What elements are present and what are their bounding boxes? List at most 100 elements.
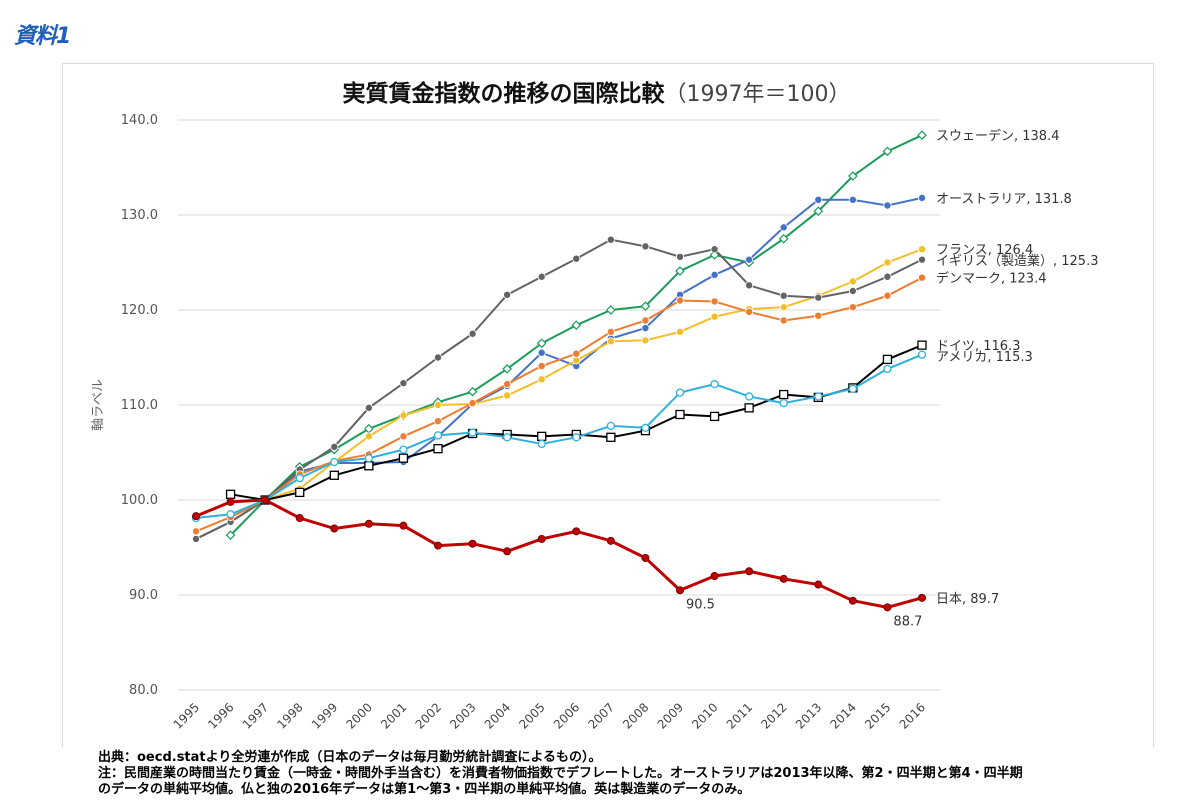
data-point bbox=[433, 444, 443, 454]
y-tick-label: 120.0 bbox=[121, 303, 158, 318]
data-point bbox=[709, 250, 720, 260]
data-point bbox=[330, 457, 339, 467]
data-point bbox=[225, 489, 236, 499]
series-line bbox=[195, 276, 923, 533]
data-point bbox=[503, 391, 512, 400]
data-point bbox=[745, 307, 754, 316]
chart-title-sub: （1997年＝100） bbox=[664, 82, 851, 107]
data-point bbox=[467, 386, 478, 397]
x-tick-label: 2013 bbox=[793, 700, 824, 731]
data-point bbox=[572, 433, 581, 442]
series-end-label: イギリス（製造業）, 125.3 bbox=[936, 253, 1098, 269]
data-point bbox=[848, 195, 857, 204]
data-point bbox=[433, 353, 442, 362]
data-point bbox=[918, 593, 927, 602]
data-point bbox=[468, 428, 477, 437]
data-point bbox=[779, 223, 788, 232]
series-end-label: アメリカ, 115.3 bbox=[936, 350, 1033, 365]
x-tick-label: 2006 bbox=[551, 700, 582, 731]
data-point bbox=[364, 454, 374, 463]
x-tick-label: 2010 bbox=[689, 700, 720, 731]
series-line bbox=[195, 238, 923, 540]
data-point bbox=[295, 514, 304, 523]
data-point bbox=[778, 233, 789, 244]
data-point bbox=[745, 281, 754, 290]
data-point bbox=[503, 380, 512, 389]
data-point bbox=[640, 301, 651, 312]
data-point bbox=[537, 431, 547, 442]
series-end-label: デンマーク, 123.4 bbox=[936, 271, 1046, 287]
data-point bbox=[779, 303, 788, 312]
data-point bbox=[641, 316, 650, 325]
x-tick-label: 1998 bbox=[274, 700, 305, 731]
x-tick-label: 1997 bbox=[240, 700, 271, 731]
x-tick-label: 2009 bbox=[655, 700, 686, 731]
data-point bbox=[848, 303, 857, 312]
data-point bbox=[571, 320, 582, 331]
data-point bbox=[433, 417, 442, 426]
x-tick-label: 2003 bbox=[447, 700, 478, 731]
document-badge: 資料1 bbox=[14, 24, 71, 49]
data-point bbox=[191, 512, 200, 521]
data-point bbox=[398, 453, 409, 463]
x-tick-label: 2002 bbox=[413, 700, 444, 731]
series-line bbox=[195, 498, 923, 609]
data-point bbox=[918, 255, 927, 264]
data-point bbox=[261, 495, 270, 504]
data-point bbox=[709, 411, 720, 422]
data-point bbox=[675, 409, 685, 420]
x-tick-label: 2015 bbox=[862, 700, 893, 731]
data-point bbox=[399, 432, 408, 441]
data-point bbox=[572, 356, 581, 365]
data-point bbox=[848, 596, 857, 605]
series-end-label: スウェーデン, 138.4 bbox=[936, 128, 1059, 144]
chart-title-main: 実質賃金指数の推移の国際比較 bbox=[342, 81, 665, 107]
data-point bbox=[882, 354, 893, 365]
y-tick-label: 100.0 bbox=[121, 493, 158, 508]
data-point bbox=[710, 270, 719, 279]
data-point bbox=[226, 497, 235, 506]
data-point bbox=[295, 487, 305, 498]
data-point bbox=[676, 252, 685, 261]
x-tick-label: 1995 bbox=[171, 700, 202, 731]
data-point bbox=[191, 527, 200, 536]
data-point bbox=[537, 362, 546, 371]
x-tick-label: 2008 bbox=[620, 700, 651, 731]
x-tick-label: 2016 bbox=[897, 700, 928, 731]
x-tick-label: 2011 bbox=[724, 700, 755, 731]
data-point bbox=[399, 379, 408, 388]
series-end-label: オーストラリア, 131.8 bbox=[936, 192, 1072, 207]
data-point bbox=[537, 375, 546, 384]
data-point bbox=[572, 349, 581, 358]
data-point bbox=[676, 296, 685, 305]
data-point bbox=[433, 541, 442, 550]
data-point bbox=[468, 539, 477, 548]
x-tick-label: 2014 bbox=[827, 700, 858, 731]
data-point bbox=[226, 510, 235, 519]
data-point bbox=[641, 553, 650, 562]
data-point bbox=[918, 273, 927, 282]
footnotes: 出典：oecd.statより全労連が作成（日本のデータは毎月勤労統計調査によるも… bbox=[98, 750, 1023, 798]
data-point bbox=[779, 398, 788, 408]
data-point bbox=[364, 461, 374, 471]
data-point bbox=[537, 348, 546, 357]
data-point bbox=[502, 364, 512, 374]
data-point bbox=[814, 293, 823, 302]
data-point bbox=[675, 266, 685, 276]
x-tick-label: 2000 bbox=[343, 700, 374, 731]
data-point bbox=[641, 336, 650, 345]
data-point bbox=[364, 432, 373, 441]
data-point bbox=[468, 329, 477, 338]
data-point bbox=[433, 431, 443, 440]
data-point bbox=[641, 242, 650, 251]
y-axis-label: 軸ラベル bbox=[91, 379, 106, 431]
data-point bbox=[779, 574, 788, 583]
data-point bbox=[848, 171, 858, 181]
data-point bbox=[433, 400, 442, 409]
data-point bbox=[745, 567, 754, 576]
data-point bbox=[883, 603, 892, 612]
data-point bbox=[676, 586, 685, 595]
method-note-line-1: 注：民間産業の時間当たり賃金（一時金・時間外手当含む）を消費者物価指数でデフレー… bbox=[98, 766, 1023, 781]
data-point bbox=[572, 527, 581, 536]
data-point bbox=[814, 311, 823, 320]
